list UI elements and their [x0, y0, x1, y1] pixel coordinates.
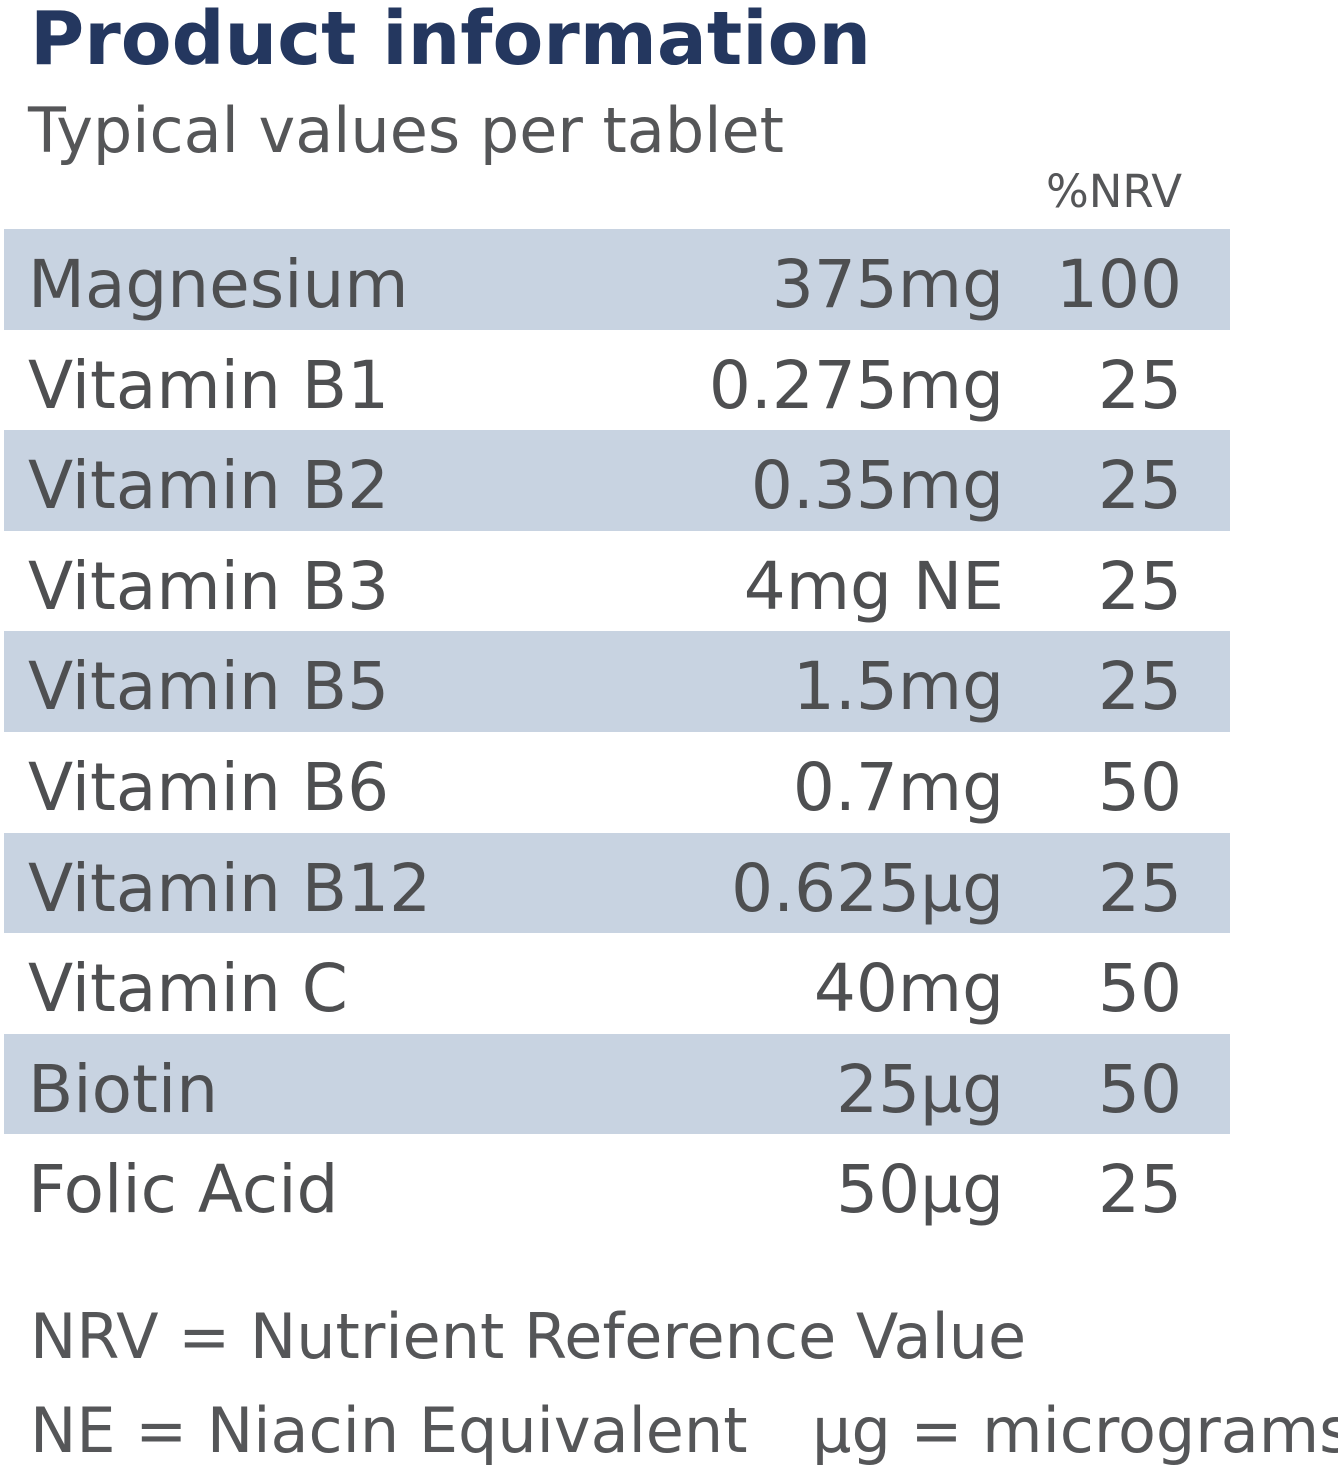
- nutrient-name: Biotin: [28, 1050, 219, 1128]
- nutrient-name: Vitamin B12: [28, 849, 432, 927]
- nutrient-nrv: 25: [1098, 346, 1182, 424]
- nutrient-name: Folic Acid: [28, 1151, 339, 1229]
- footnote-nrv: NRV = Nutrient Reference Value: [30, 1300, 1027, 1373]
- nutrient-nrv: 25: [1098, 447, 1182, 525]
- nutrient-name: Vitamin B6: [28, 748, 390, 826]
- nutrient-nrv: 50: [1098, 950, 1182, 1028]
- table-row: Vitamin B5 1.5mg 25: [4, 631, 1230, 732]
- table-row: Magnesium 375mg 100: [4, 229, 1230, 330]
- table-row: Vitamin B1 0.275mg 25: [4, 330, 1230, 431]
- footnote-micrograms: µg = micrograms: [812, 1394, 1338, 1467]
- nutrient-amount: 0.625µg: [731, 849, 1004, 927]
- nutrient-name: Vitamin C: [28, 950, 348, 1028]
- nutrient-amount: 50µg: [836, 1151, 1004, 1229]
- nutrient-name: Magnesium: [28, 246, 409, 323]
- nutrient-nrv: 50: [1098, 748, 1182, 826]
- nutrient-amount: 0.35mg: [750, 447, 1004, 525]
- nutrient-nrv: 25: [1098, 547, 1182, 625]
- nutrient-nrv: 25: [1098, 1151, 1182, 1229]
- table-row: Folic Acid 50µg 25: [4, 1134, 1230, 1235]
- nutrient-name: Vitamin B3: [28, 547, 390, 625]
- table-row: Vitamin B12 0.625µg 25: [4, 832, 1230, 934]
- page-title: Product information: [30, 0, 872, 82]
- nutrient-name: Vitamin B5: [28, 648, 390, 726]
- table-row: Vitamin B2 0.35mg 25: [4, 430, 1230, 531]
- nutrient-nrv: 50: [1098, 1050, 1182, 1128]
- footnote-ne: NE = Niacin Equivalent: [30, 1394, 748, 1467]
- nutrient-amount: 0.7mg: [792, 748, 1004, 826]
- nutrient-amount: 40mg: [813, 950, 1004, 1028]
- nutrient-amount: 1.5mg: [792, 648, 1004, 726]
- nutrient-name: Vitamin B2: [28, 447, 390, 525]
- nutrient-amount: 25µg: [836, 1050, 1004, 1128]
- nutrient-amount: 0.275mg: [708, 346, 1004, 424]
- nrv-column-header: %NRV: [1045, 165, 1182, 218]
- table-row: Vitamin C 40mg 50: [4, 933, 1230, 1034]
- nutrient-nrv: 25: [1098, 648, 1182, 726]
- nutrient-name: Vitamin B1: [28, 346, 390, 424]
- nutrient-nrv: 25: [1098, 849, 1182, 927]
- nutrient-amount: 375mg: [771, 246, 1004, 323]
- page-subtitle: Typical values per tablet: [28, 94, 784, 167]
- nutrient-nrv: 100: [1056, 246, 1182, 323]
- nutrition-table: Magnesium 375mg 100 Vitamin B1 0.275mg 2…: [4, 229, 1230, 1235]
- table-row: Vitamin B6 0.7mg 50: [4, 732, 1230, 833]
- table-row: Vitamin B3 4mg NE 25: [4, 531, 1230, 632]
- table-row: Biotin 25µg 50: [4, 1033, 1230, 1135]
- nutrient-amount: 4mg NE: [743, 547, 1004, 625]
